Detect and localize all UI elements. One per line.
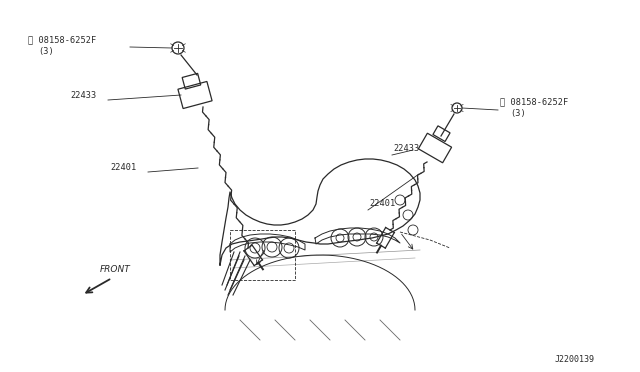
Text: 22433: 22433 [393,144,419,153]
Text: J2200139: J2200139 [555,355,595,364]
Text: ⓘ 08158-6252F: ⓘ 08158-6252F [28,35,96,44]
Text: (3): (3) [38,47,54,56]
Text: 22401: 22401 [110,163,136,172]
Bar [230,230,295,280]
Text: (3): (3) [510,109,525,118]
Text: FRONT: FRONT [100,265,131,274]
Text: 22401: 22401 [369,199,396,208]
Text: ⓘ 08158-6252F: ⓘ 08158-6252F [500,97,568,106]
Text: 22433: 22433 [70,91,96,100]
